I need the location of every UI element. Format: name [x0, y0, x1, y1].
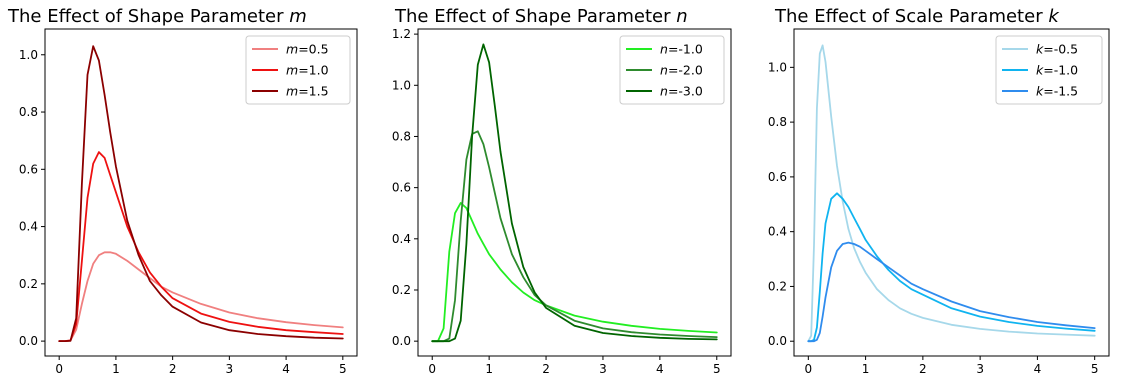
y-tick-label: 0.0 — [768, 334, 787, 348]
y-tick-label: 0.8 — [768, 115, 787, 129]
legend-value: =-1.0 — [668, 42, 703, 57]
legend-variable: n — [660, 42, 668, 57]
legend-value: =-1.0 — [1043, 63, 1078, 78]
x-tick-label: 5 — [1091, 362, 1099, 376]
legend: k=-0.5k=-1.0k=-1.5 — [995, 35, 1103, 105]
y-tick-label: 0.6 — [768, 170, 787, 184]
x-tick-label: 1 — [485, 362, 493, 376]
legend-variable: n — [660, 84, 668, 99]
y-tick-label: 0.2 — [392, 283, 411, 297]
x-tick-label: 4 — [656, 362, 664, 376]
y-tick-label: 0.6 — [19, 162, 38, 176]
legend-variable: k — [1036, 84, 1044, 99]
series-line-3 — [807, 241, 1096, 343]
y-tick-label: 1.0 — [19, 48, 38, 62]
legend-box — [995, 35, 1103, 105]
y-tick-label: 1.0 — [768, 60, 787, 74]
legend-value: =-3.0 — [668, 84, 703, 99]
y-tick-label: 0.6 — [392, 181, 411, 195]
chart-title-variable: k — [1048, 6, 1060, 27]
legend-label-1: n=-1.0 — [660, 42, 703, 57]
legend-variable: k — [1036, 42, 1044, 57]
y-tick-label: 0.2 — [19, 277, 38, 291]
legend-variable: m — [286, 42, 298, 57]
y-tick-label: 1.0 — [392, 78, 411, 92]
legend-label-2: m=1.0 — [286, 63, 329, 78]
y-tick-label: 0.0 — [19, 334, 38, 348]
legend-variable: k — [1036, 63, 1044, 78]
legend-box — [245, 35, 351, 105]
x-tick-label: 0 — [55, 362, 63, 376]
legend-label-2: k=-1.0 — [1036, 63, 1078, 78]
axes-frame — [44, 28, 358, 357]
series-line-2 — [807, 192, 1096, 343]
y-tick-label: 0.8 — [19, 105, 38, 119]
legend-label-3: m=1.5 — [286, 84, 329, 99]
legend-value: =-2.0 — [668, 63, 703, 78]
x-tick-label: 2 — [542, 362, 550, 376]
series-line-2 — [431, 130, 718, 343]
series-line-1 — [58, 251, 344, 343]
x-tick-label: 1 — [862, 362, 870, 376]
legend: m=0.5m=1.0m=1.5 — [245, 35, 351, 105]
y-tick-label: 0.2 — [768, 279, 787, 293]
chart-panel-3: The Effect of Scale Parameter k 0 1 2 3 4 5 0.0… — [768, 6, 1110, 376]
x-tick-label: 0 — [804, 362, 812, 376]
legend-value: =-1.5 — [1043, 84, 1078, 99]
x-tick-label: 4 — [1034, 362, 1042, 376]
chart-panel-1: The Effect of Shape Parameter m 0 1 2 3 4 5 0.0… — [7, 6, 358, 376]
chart-title: The Effect of Scale Parameter k — [774, 6, 1060, 27]
y-tick-label: 0.4 — [392, 232, 411, 246]
series-line-2 — [58, 151, 344, 343]
x-tick-label: 2 — [919, 362, 927, 376]
series-line-1 — [807, 44, 1096, 343]
x-tick-label: 3 — [976, 362, 984, 376]
y-tick-label: 0.8 — [392, 129, 411, 143]
chart-title-text: The Effect of Shape Parameter — [394, 6, 676, 27]
legend-label-1: m=0.5 — [286, 42, 329, 57]
x-tick-label: 2 — [169, 362, 177, 376]
legend-variable: m — [286, 63, 298, 78]
legend-label-2: n=-2.0 — [660, 63, 703, 78]
legend-label-3: n=-3.0 — [660, 84, 703, 99]
legend-box — [619, 35, 725, 105]
x-tick-label: 3 — [226, 362, 234, 376]
axes-frame — [793, 28, 1110, 357]
legend-value: =1.5 — [298, 84, 328, 99]
legend-value: =1.0 — [298, 63, 328, 78]
series-line-1 — [431, 202, 718, 343]
axes-frame — [417, 28, 732, 357]
chart-title-variable: m — [289, 6, 307, 27]
chart-panel-2: The Effect of Shape Parameter n 0 1 2 3 4 5 0.0… — [392, 6, 732, 376]
x-tick-label: 5 — [339, 362, 347, 376]
chart-title-variable: n — [676, 6, 687, 27]
y-tick-label: 0.4 — [19, 220, 38, 234]
x-tick-label: 4 — [282, 362, 290, 376]
chart-title: The Effect of Shape Parameter m — [7, 6, 307, 27]
x-tick-label: 3 — [599, 362, 607, 376]
legend-value: =0.5 — [298, 42, 328, 57]
chart-title-text: The Effect of Shape Parameter — [7, 6, 289, 27]
legend-value: =-0.5 — [1043, 42, 1078, 57]
legend-label-1: k=-0.5 — [1036, 42, 1078, 57]
x-tick-label: 0 — [428, 362, 436, 376]
y-tick-label: 0.4 — [768, 225, 787, 239]
x-tick-label: 5 — [713, 362, 721, 376]
series-line-3 — [431, 43, 718, 343]
legend-label-3: k=-1.5 — [1036, 84, 1078, 99]
chart-title-text: The Effect of Scale Parameter — [774, 6, 1048, 27]
x-tick-label: 1 — [112, 362, 120, 376]
y-tick-label: 0.0 — [392, 334, 411, 348]
legend-variable: m — [286, 84, 298, 99]
chart-title: The Effect of Shape Parameter n — [394, 6, 688, 27]
series-line-3 — [58, 45, 344, 343]
y-tick-label: 1.2 — [392, 27, 411, 41]
legend: n=-1.0n=-2.0n=-3.0 — [619, 35, 725, 105]
legend-variable: n — [660, 63, 668, 78]
